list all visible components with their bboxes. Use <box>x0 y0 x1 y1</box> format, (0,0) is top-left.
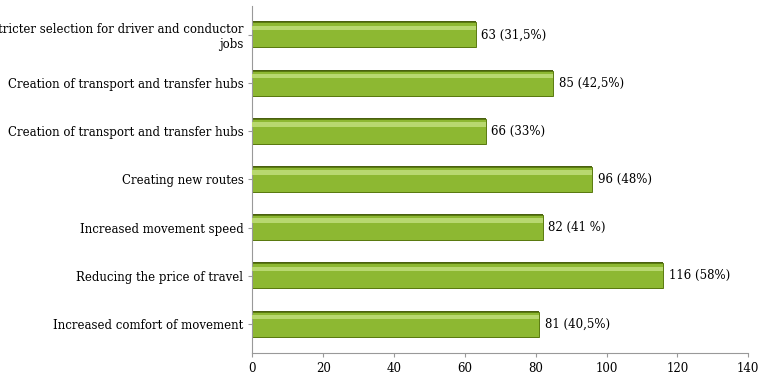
Bar <box>252 267 663 271</box>
Text: 82 (41 %): 82 (41 %) <box>549 221 606 234</box>
Text: 116 (58%): 116 (58%) <box>669 269 730 282</box>
Bar <box>252 122 487 126</box>
Bar <box>252 311 539 338</box>
Bar <box>252 263 663 290</box>
Bar <box>252 70 553 96</box>
Text: 63 (31,5%): 63 (31,5%) <box>481 28 546 42</box>
Text: 85 (42,5%): 85 (42,5%) <box>558 77 624 90</box>
Bar <box>252 70 553 96</box>
Bar <box>252 166 592 193</box>
Bar <box>252 215 543 240</box>
Bar <box>252 312 539 337</box>
Bar <box>252 214 543 241</box>
Bar <box>252 118 487 145</box>
Bar <box>252 263 663 288</box>
Bar <box>252 74 553 78</box>
Text: 96 (48%): 96 (48%) <box>597 173 652 186</box>
Bar <box>252 170 592 175</box>
Bar <box>252 218 543 223</box>
Text: 66 (33%): 66 (33%) <box>491 125 545 138</box>
Bar <box>252 21 476 48</box>
Bar <box>252 26 476 30</box>
Text: 81 (40,5%): 81 (40,5%) <box>545 318 610 331</box>
Bar <box>252 315 539 319</box>
Bar <box>252 119 487 144</box>
Bar <box>252 22 476 47</box>
Bar <box>252 167 592 192</box>
